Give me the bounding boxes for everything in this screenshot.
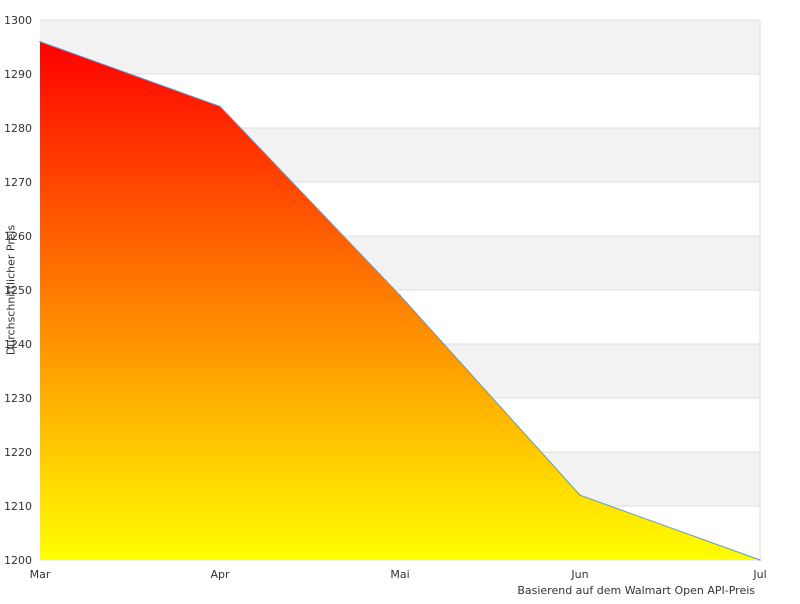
y-tick-label: 1220 <box>4 446 32 459</box>
x-tick-label: Mar <box>30 568 51 581</box>
x-axis-ticks: Mar Apr Mai Jun Jul <box>30 568 767 581</box>
data-point <box>399 294 401 297</box>
x-tick-label: Apr <box>210 568 230 581</box>
y-tick-label: 1270 <box>4 176 32 189</box>
grid-band <box>40 20 760 74</box>
area-fill <box>40 41 760 561</box>
y-tick-label: 1290 <box>4 68 32 81</box>
y-tick-label: 1260 <box>4 230 32 243</box>
data-point <box>579 494 581 497</box>
y-tick-label: 1200 <box>4 554 32 567</box>
y-tick-label: 1280 <box>4 122 32 135</box>
y-tick-label: 1210 <box>4 500 32 513</box>
y-tick-label: 1300 <box>4 14 32 27</box>
data-point <box>39 40 41 43</box>
data-point <box>759 559 761 561</box>
y-axis-ticks: 1200 1210 1220 1230 1240 1250 1260 1270 1280 1290… <box>4 14 32 567</box>
x-tick-label: Jul <box>752 568 766 581</box>
y-tick-label: 1230 <box>4 392 32 405</box>
y-axis-label: Durchschnittlicher Preis <box>4 224 18 356</box>
x-tick-label: Jun <box>570 568 588 581</box>
y-tick-label: 1240 <box>4 338 32 351</box>
x-tick-label: Mai <box>390 568 409 581</box>
source-note: Basierend auf dem Walmart Open API-Preis <box>517 584 755 597</box>
y-tick-label: 1250 <box>4 284 32 297</box>
area-series <box>39 40 761 561</box>
data-point <box>219 105 221 108</box>
